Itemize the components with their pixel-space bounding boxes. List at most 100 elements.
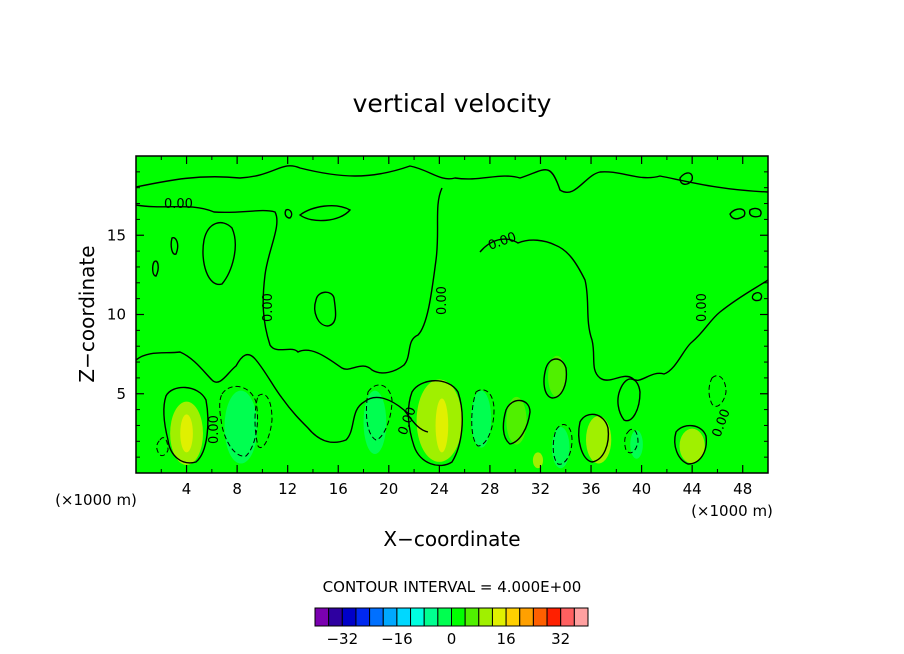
negative-contour [254, 393, 273, 448]
colorbar-swatch [451, 607, 466, 627]
field-features [170, 355, 705, 469]
x-tick-label: 20 [379, 480, 398, 498]
x-tick-label: 48 [733, 480, 752, 498]
x-tick-label: 40 [632, 480, 651, 498]
x-tick-label: 24 [430, 480, 449, 498]
zero-contour [578, 413, 610, 463]
colorbar-tick-label: 0 [447, 630, 457, 648]
colorbar-swatch [532, 607, 548, 627]
negative-contour [624, 428, 639, 454]
colorbar-swatch [314, 607, 330, 627]
colorbar-tick-label: −16 [381, 630, 413, 648]
zero-contour [202, 221, 236, 285]
downdraft-region [363, 390, 387, 454]
zero-contour [729, 208, 746, 220]
downdraft-region [224, 390, 258, 464]
updraft-region [506, 396, 527, 445]
y-axis-label: Z−coordinate [75, 245, 99, 382]
x-axis-label: X−coordinate [383, 527, 520, 551]
x-tick-label: 36 [581, 480, 600, 498]
colorbar-labels: −32 −16 0 16 32 [326, 630, 570, 648]
colorbar-swatch [491, 607, 507, 627]
zero-contour [170, 237, 179, 255]
colorbar-swatch [478, 607, 493, 627]
colorbar-swatch [560, 607, 575, 627]
chart-title: vertical velocity [353, 89, 552, 118]
x-tick-label: 12 [278, 480, 297, 498]
y-unit-label: (×1000 m) [55, 491, 137, 509]
y-tick-label: 5 [116, 385, 126, 403]
x-axis: 4 8 12 16 20 24 28 32 36 40 44 48 [160, 156, 752, 498]
y-tick-label: 15 [107, 226, 126, 244]
zero-contour [136, 187, 443, 374]
colorbar-swatch [382, 607, 398, 627]
x-tick-label: 28 [480, 480, 499, 498]
y-axis: 5 10 15 [107, 171, 768, 458]
x-unit-label: (×1000 m) [691, 502, 773, 520]
contour-interval-text: CONTOUR INTERVAL = 4.000E+00 [323, 578, 582, 596]
zero-contour [617, 378, 641, 422]
negative-contour [156, 437, 169, 457]
colorbar-swatch [328, 607, 343, 627]
negative-contour [219, 386, 259, 457]
zero-contour [136, 351, 429, 444]
zero-contour [748, 207, 762, 218]
colorbar-swatch [573, 607, 589, 627]
colorbar-swatch [369, 607, 384, 627]
downdraft-region [630, 430, 643, 459]
x-tick-label: 44 [683, 480, 702, 498]
negative-contour [552, 424, 573, 465]
downdraft-region [551, 427, 570, 469]
colorbar [314, 607, 589, 627]
colorbar-swatch [546, 607, 562, 627]
contour-label: 0.00 [207, 415, 222, 444]
zero-contour [502, 399, 531, 445]
updraft-region [532, 452, 544, 469]
zero-contour [298, 204, 352, 222]
colorbar-tick-label: 32 [551, 630, 570, 648]
negative-contour [365, 384, 393, 441]
negative-contour [708, 375, 727, 407]
zero-contour [136, 165, 768, 193]
updraft-core-region [180, 414, 193, 453]
x-tick-label: 8 [232, 480, 242, 498]
colorbar-swatch [505, 607, 521, 627]
zero-contour [314, 291, 337, 327]
downdraft-region [470, 390, 492, 448]
colorbar-swatch [396, 607, 412, 627]
updraft-region [548, 355, 566, 397]
zero-contour [407, 380, 463, 467]
y-tick-label: 10 [107, 306, 126, 324]
zero-contour [163, 386, 209, 464]
colorbar-swatch [355, 607, 371, 627]
colorbar-swatch [341, 607, 357, 627]
zero-contour [674, 425, 707, 465]
colorbar-swatch [437, 607, 453, 627]
zero-contour [479, 238, 768, 381]
negative-contours [156, 375, 727, 465]
x-tick-label: 32 [531, 480, 550, 498]
colorbar-tick-label: −32 [326, 630, 358, 648]
zero-contour [751, 291, 763, 302]
contour-label: 0.00 [435, 286, 450, 315]
x-tick-label: 4 [182, 480, 192, 498]
zero-contour [151, 260, 159, 277]
colorbar-tick-label: 16 [497, 630, 516, 648]
contour-label: 0.00 [695, 293, 710, 322]
zero-contour [543, 358, 568, 399]
colorbar-swatch [519, 607, 534, 627]
colorbar-swatch [464, 607, 480, 627]
plot-area: 0.00 0.00 0.00 0.00 0.00 0.00 0.00 0.00 [136, 156, 768, 473]
contour-label: 0.00 [164, 197, 193, 212]
zero-contour [679, 172, 694, 185]
zero-contour [284, 208, 293, 219]
updraft-core-region [435, 398, 449, 453]
x-tick-label: 16 [329, 480, 348, 498]
updraft-region [679, 428, 705, 464]
contour-label: 0.00 [261, 293, 276, 322]
zero-contours [136, 165, 768, 467]
negative-contour [471, 389, 495, 447]
colorbar-swatch [410, 607, 425, 627]
colorbar-swatch [423, 607, 439, 627]
